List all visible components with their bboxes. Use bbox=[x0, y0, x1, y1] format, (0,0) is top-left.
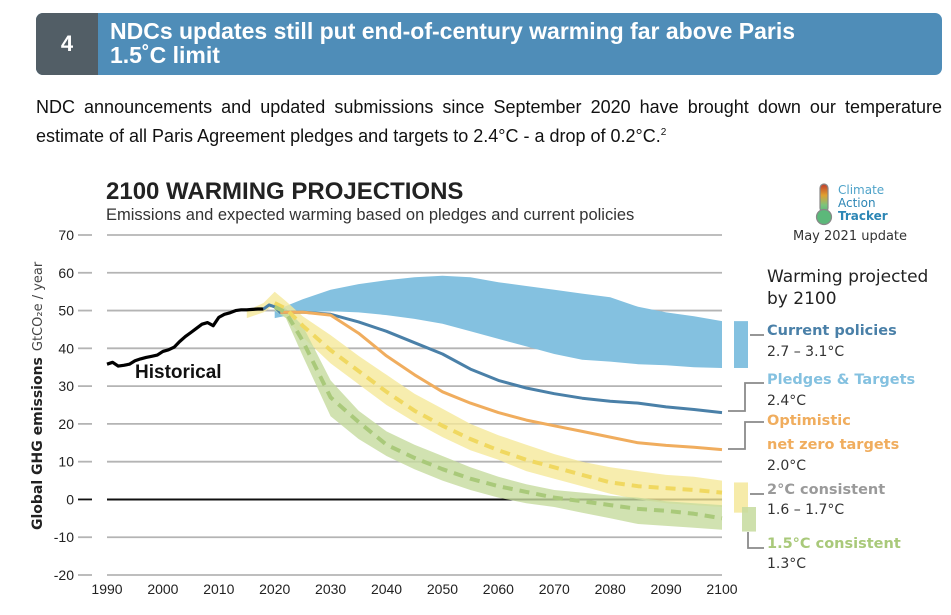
y-tick-label: -10 bbox=[54, 529, 74, 545]
line-1-5-c-consistent-median- bbox=[273, 305, 723, 521]
end-bars bbox=[734, 321, 756, 532]
chart-subtitle: Emissions and expected warming based on … bbox=[106, 206, 635, 224]
legend-optimistic-value: 2.0°C bbox=[767, 458, 807, 474]
section-banner: 4 NDCs updates still put end-of-century … bbox=[36, 13, 942, 75]
y-tick-label: 10 bbox=[58, 454, 74, 470]
x-tick-label: 2030 bbox=[315, 581, 346, 597]
x-tick-label: 2040 bbox=[371, 581, 402, 597]
annotation-historical: Historical bbox=[135, 362, 222, 383]
y-tick-label: 0 bbox=[66, 491, 74, 507]
y-tick-label: 70 bbox=[58, 227, 74, 243]
y-tick-label: 30 bbox=[58, 378, 74, 394]
connector-optimistic bbox=[728, 421, 764, 450]
end-bar-current-policies bbox=[734, 321, 748, 368]
section-title-line1: NDCs updates still put end-of-century wa… bbox=[110, 18, 796, 44]
y-tick-label: 50 bbox=[58, 303, 74, 319]
legend-pledges-label: Pledges & Targets bbox=[767, 372, 916, 388]
thermometer-icon bbox=[815, 183, 833, 226]
chart-title: 2100 WARMING PROJECTIONS bbox=[106, 178, 464, 205]
footnote-marker[interactable]: 2 bbox=[660, 127, 667, 138]
x-tick-label: 2070 bbox=[539, 581, 570, 597]
legend-optimistic-label-line2: net zero targets bbox=[767, 437, 900, 453]
end-bar-1-5-c-consistent bbox=[742, 507, 756, 532]
y-tick-label: 40 bbox=[58, 340, 74, 356]
x-tick-label: 2000 bbox=[147, 581, 178, 597]
section-title-line2: 1.5˚C limit bbox=[110, 42, 220, 68]
legend-pledges-value: 2.4°C bbox=[767, 393, 807, 409]
legend-15c-label: 1.5°C consistent bbox=[767, 536, 901, 552]
y-tick-label: -20 bbox=[54, 567, 74, 583]
y-tick-label: 60 bbox=[58, 265, 74, 281]
connector-pledges bbox=[728, 382, 764, 412]
legend-title-line1: Warming projected bbox=[767, 267, 929, 287]
intro-paragraph: NDC announcements and updated submission… bbox=[36, 94, 942, 149]
x-tick-labels: 1990 2000 2010 2020 2030 2040 2050 2060 2070 2080… bbox=[91, 581, 737, 597]
logo-line3: Tracker bbox=[838, 209, 888, 223]
x-tick-label: 2080 bbox=[595, 581, 626, 597]
legend-current-policies-value: 2.7 – 3.1°C bbox=[767, 344, 845, 360]
line-optimistic-net-zero-targets bbox=[280, 310, 723, 452]
series-lines bbox=[106, 301, 723, 521]
climate-action-tracker-logo: Climate Action Tracker bbox=[814, 182, 904, 226]
x-tick-label: 2060 bbox=[483, 581, 514, 597]
logo-text: Climate Action Tracker bbox=[838, 184, 888, 223]
y-tick-labels: 70 60 50 40 30 20 10 0 -10 -20 bbox=[54, 227, 74, 583]
x-tick-label: 2020 bbox=[259, 581, 290, 597]
legend-connectors bbox=[728, 334, 764, 549]
update-date: May 2021 update bbox=[793, 229, 908, 244]
legend-title-line2: by 2100 bbox=[767, 289, 837, 309]
legend-current-policies-label: Current policies bbox=[767, 323, 897, 339]
section-title: NDCs updates still put end-of-century wa… bbox=[110, 19, 932, 67]
y-tick-label: 20 bbox=[58, 416, 74, 432]
legend-title: Warming projected by 2100 bbox=[767, 266, 928, 310]
section-number: 4 bbox=[36, 13, 98, 75]
end-bar-2-c-consistent bbox=[734, 482, 748, 513]
x-tick-label: 2050 bbox=[427, 581, 458, 597]
band-current-policies-range- bbox=[274, 275, 722, 368]
x-tick-label: 2010 bbox=[203, 581, 234, 597]
legend-2c-label: 2°C consistent bbox=[767, 482, 886, 498]
intro-text: NDC announcements and updated submission… bbox=[36, 97, 942, 146]
x-tick-label: 2090 bbox=[651, 581, 682, 597]
x-tick-label: 2100 bbox=[706, 581, 737, 597]
x-tick-label: 1990 bbox=[91, 581, 122, 597]
logo-line2: Action bbox=[838, 196, 876, 210]
line-historical bbox=[106, 307, 264, 368]
legend-optimistic-label-line1: Optimistic bbox=[767, 413, 851, 429]
band-1-5-c-consistent-range- bbox=[274, 303, 722, 530]
legend-2c-value: 1.6 – 1.7°C bbox=[767, 502, 845, 518]
connector-15c bbox=[747, 532, 764, 549]
legend-15c-value: 1.3°C bbox=[767, 556, 807, 572]
logo-line1: Climate bbox=[838, 183, 885, 197]
